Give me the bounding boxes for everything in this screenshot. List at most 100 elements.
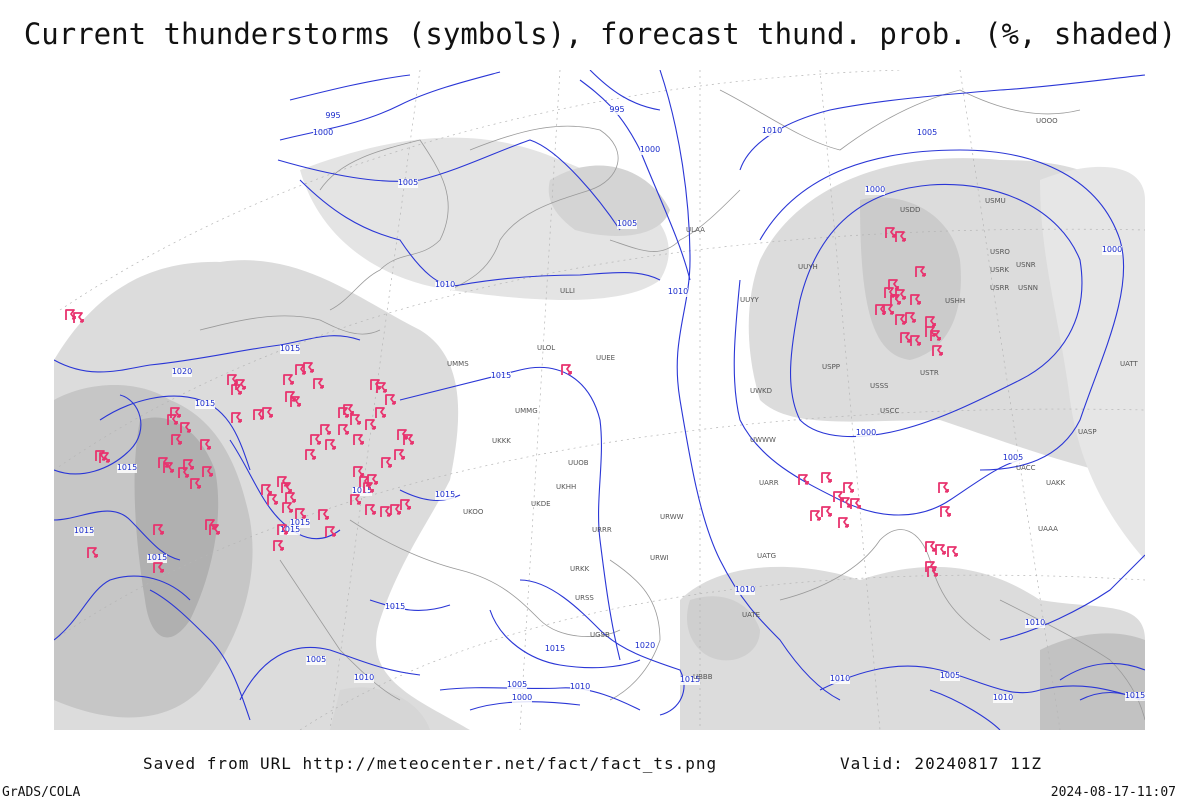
thunderstorm-symbol	[282, 502, 293, 513]
thunderstorm-symbol	[895, 314, 906, 325]
thunderstorm-symbol	[202, 466, 213, 477]
thunderstorm-symbol	[303, 362, 314, 373]
station-code: ULAA	[686, 226, 705, 234]
thunderstorm-symbol	[380, 506, 391, 517]
station-code: USTR	[920, 369, 939, 377]
thunderstorm-symbol	[367, 474, 378, 485]
thunderstorm-symbol	[313, 378, 324, 389]
station-code: UBBB	[693, 673, 713, 681]
thunderstorm-symbol	[231, 384, 242, 395]
thunderstorm-symbol	[261, 484, 272, 495]
thunderstorm-symbol	[320, 424, 331, 435]
isobar-label-bg	[352, 487, 372, 496]
isobar-label: 1015	[280, 344, 300, 353]
isobar-label: 1005	[617, 219, 637, 228]
station-code: USNR	[1016, 261, 1036, 269]
thunderstorm-symbol	[895, 231, 906, 242]
isobar-label-bg	[668, 288, 688, 297]
isobar-label-bg	[74, 527, 94, 536]
station-code: UUOB	[568, 459, 589, 467]
isobar-label: 1015	[385, 602, 405, 611]
station-code: USRK	[990, 266, 1009, 274]
thunderstorm-symbol	[262, 407, 273, 418]
thunderstorm-symbol	[231, 412, 242, 423]
isobar-label-bg	[1125, 692, 1145, 701]
thunderstorm-symbol	[938, 482, 949, 493]
isobar-label: 1015	[545, 644, 565, 653]
thunderstorm-symbols	[65, 227, 958, 577]
station-code: UUEE	[596, 354, 615, 362]
isobar-label: 1010	[993, 693, 1013, 702]
station-code: USSS	[870, 382, 889, 390]
station-code: USMU	[985, 197, 1006, 205]
thunderstorm-symbol	[325, 526, 336, 537]
thunderstorm-symbol	[838, 517, 849, 528]
thunderstorm-symbol	[381, 457, 392, 468]
thunderstorm-symbol	[163, 462, 174, 473]
station-code: UOOO	[1036, 117, 1058, 125]
thunderstorm-symbol	[338, 407, 349, 418]
isobar-label-bg	[607, 106, 627, 115]
thunderstorm-symbol	[850, 498, 861, 509]
isobar-label: 1010	[570, 682, 590, 691]
isobar-label-bg	[545, 645, 565, 654]
isobar-label-bg	[512, 694, 532, 703]
isobar-label-bg	[993, 694, 1013, 703]
isobar-label: 1000	[856, 428, 876, 437]
thunderstorm-symbol	[940, 506, 951, 517]
thunderstorm-symbol	[843, 482, 854, 493]
isobar-label: 1015	[117, 463, 137, 472]
isobar-label: 1020	[172, 367, 192, 376]
station-code: USRR	[990, 284, 1009, 292]
thunderstorm-symbol	[338, 424, 349, 435]
thunderstorm-symbol	[290, 396, 301, 407]
thunderstorm-symbol	[209, 524, 220, 535]
station-code: UKKK	[492, 437, 511, 445]
isobar-label-bg	[856, 429, 876, 438]
station-code: UKHH	[556, 483, 576, 491]
station-code: ULLI	[560, 287, 575, 295]
thunderstorm-symbol	[883, 304, 894, 315]
thunderstorm-symbol	[167, 414, 178, 425]
station-code: URKK	[570, 565, 590, 573]
thunderstorm-symbol	[888, 279, 899, 290]
thunderstorm-symbol	[73, 312, 84, 323]
isobar-label-bg	[280, 345, 300, 354]
station-code: UWWW	[750, 436, 776, 444]
thunderstorm-symbol	[910, 335, 921, 346]
isobar-label: 1010	[668, 287, 688, 296]
isobar-label-bg	[385, 603, 405, 612]
software-credit: GrADS/COLA	[2, 785, 80, 800]
thunderstorm-symbol	[153, 524, 164, 535]
isobar-label-bg	[313, 129, 333, 138]
thunderstorm-symbol	[365, 504, 376, 515]
thunderstorm-symbol	[235, 379, 246, 390]
thunderstorm-symbol	[281, 482, 292, 493]
isobar-label: 1010	[435, 280, 455, 289]
thunderstorm-symbol	[935, 544, 946, 555]
thunderstorm-symbol	[190, 478, 201, 489]
thunderstorm-symbol	[821, 472, 832, 483]
source-url: Saved from URL http://meteocenter.net/fa…	[143, 754, 717, 773]
valid-time: Valid: 20240817 11Z	[840, 754, 1042, 773]
thunderstorm-symbol	[895, 289, 906, 300]
station-code: USHH	[945, 297, 965, 305]
thunderstorm-symbol	[180, 422, 191, 433]
isobar-label: 1000	[512, 693, 532, 702]
station-code: UASP	[1078, 428, 1097, 436]
station-code: UGSB	[590, 631, 610, 639]
station-code: USPP	[822, 363, 840, 371]
thunderstorm-symbol	[925, 326, 936, 337]
isobar-label: 1015	[74, 526, 94, 535]
thunderstorm-symbol	[305, 449, 316, 460]
thunderstorm-symbol	[285, 492, 296, 503]
isobar-label-bg	[323, 112, 343, 121]
thunderstorm-symbol	[200, 439, 211, 450]
thunderstorm-symbol	[915, 266, 926, 277]
station-code: USRO	[990, 248, 1010, 256]
thunderstorm-symbol	[947, 546, 958, 557]
station-code: USCC	[880, 407, 899, 415]
isobar-label-bg	[1025, 619, 1045, 628]
station-code: USNN	[1018, 284, 1038, 292]
